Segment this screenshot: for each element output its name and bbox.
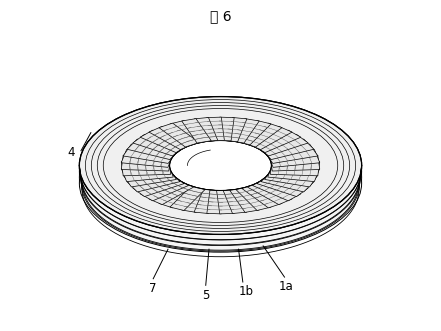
Polygon shape [140,178,189,201]
Polygon shape [182,188,211,213]
Polygon shape [121,164,173,182]
Polygon shape [268,149,320,167]
Polygon shape [207,117,224,141]
Polygon shape [121,160,171,176]
Polygon shape [127,139,180,160]
Polygon shape [261,139,314,160]
Polygon shape [268,164,320,182]
Polygon shape [223,189,247,213]
Polygon shape [242,184,282,208]
Polygon shape [159,184,199,208]
Polygon shape [252,178,301,201]
Polygon shape [194,189,218,213]
Polygon shape [159,123,199,147]
Polygon shape [121,155,171,171]
Polygon shape [182,118,211,143]
Polygon shape [170,186,205,211]
Polygon shape [265,144,318,164]
Polygon shape [270,160,320,176]
Polygon shape [194,118,218,142]
Polygon shape [252,130,301,153]
Polygon shape [133,134,184,156]
Text: 5: 5 [202,289,209,302]
Polygon shape [127,171,180,192]
Ellipse shape [79,103,362,240]
Ellipse shape [79,114,362,252]
Polygon shape [247,126,292,150]
Polygon shape [230,118,259,143]
Polygon shape [257,134,308,156]
Polygon shape [236,120,271,145]
Polygon shape [149,181,194,205]
Polygon shape [140,130,189,153]
Polygon shape [236,186,271,211]
Text: 4: 4 [67,146,75,159]
Polygon shape [270,155,320,171]
Polygon shape [133,175,184,197]
Text: 1b: 1b [239,285,254,298]
Polygon shape [230,188,259,213]
Polygon shape [170,120,205,145]
Ellipse shape [79,108,362,246]
Text: 7: 7 [149,282,157,295]
Polygon shape [217,117,234,141]
Ellipse shape [79,97,362,234]
Text: 囶 6: 囶 6 [209,10,232,24]
Polygon shape [265,167,318,187]
Polygon shape [242,123,282,147]
Polygon shape [257,175,308,197]
Polygon shape [121,149,173,167]
Polygon shape [261,171,314,192]
Ellipse shape [79,97,362,234]
Ellipse shape [170,141,271,190]
Polygon shape [217,190,234,214]
Text: 1a: 1a [279,280,294,294]
Polygon shape [207,190,224,214]
Polygon shape [223,118,247,142]
Polygon shape [247,181,292,205]
Polygon shape [123,167,176,187]
Polygon shape [123,144,176,164]
Polygon shape [149,126,194,150]
